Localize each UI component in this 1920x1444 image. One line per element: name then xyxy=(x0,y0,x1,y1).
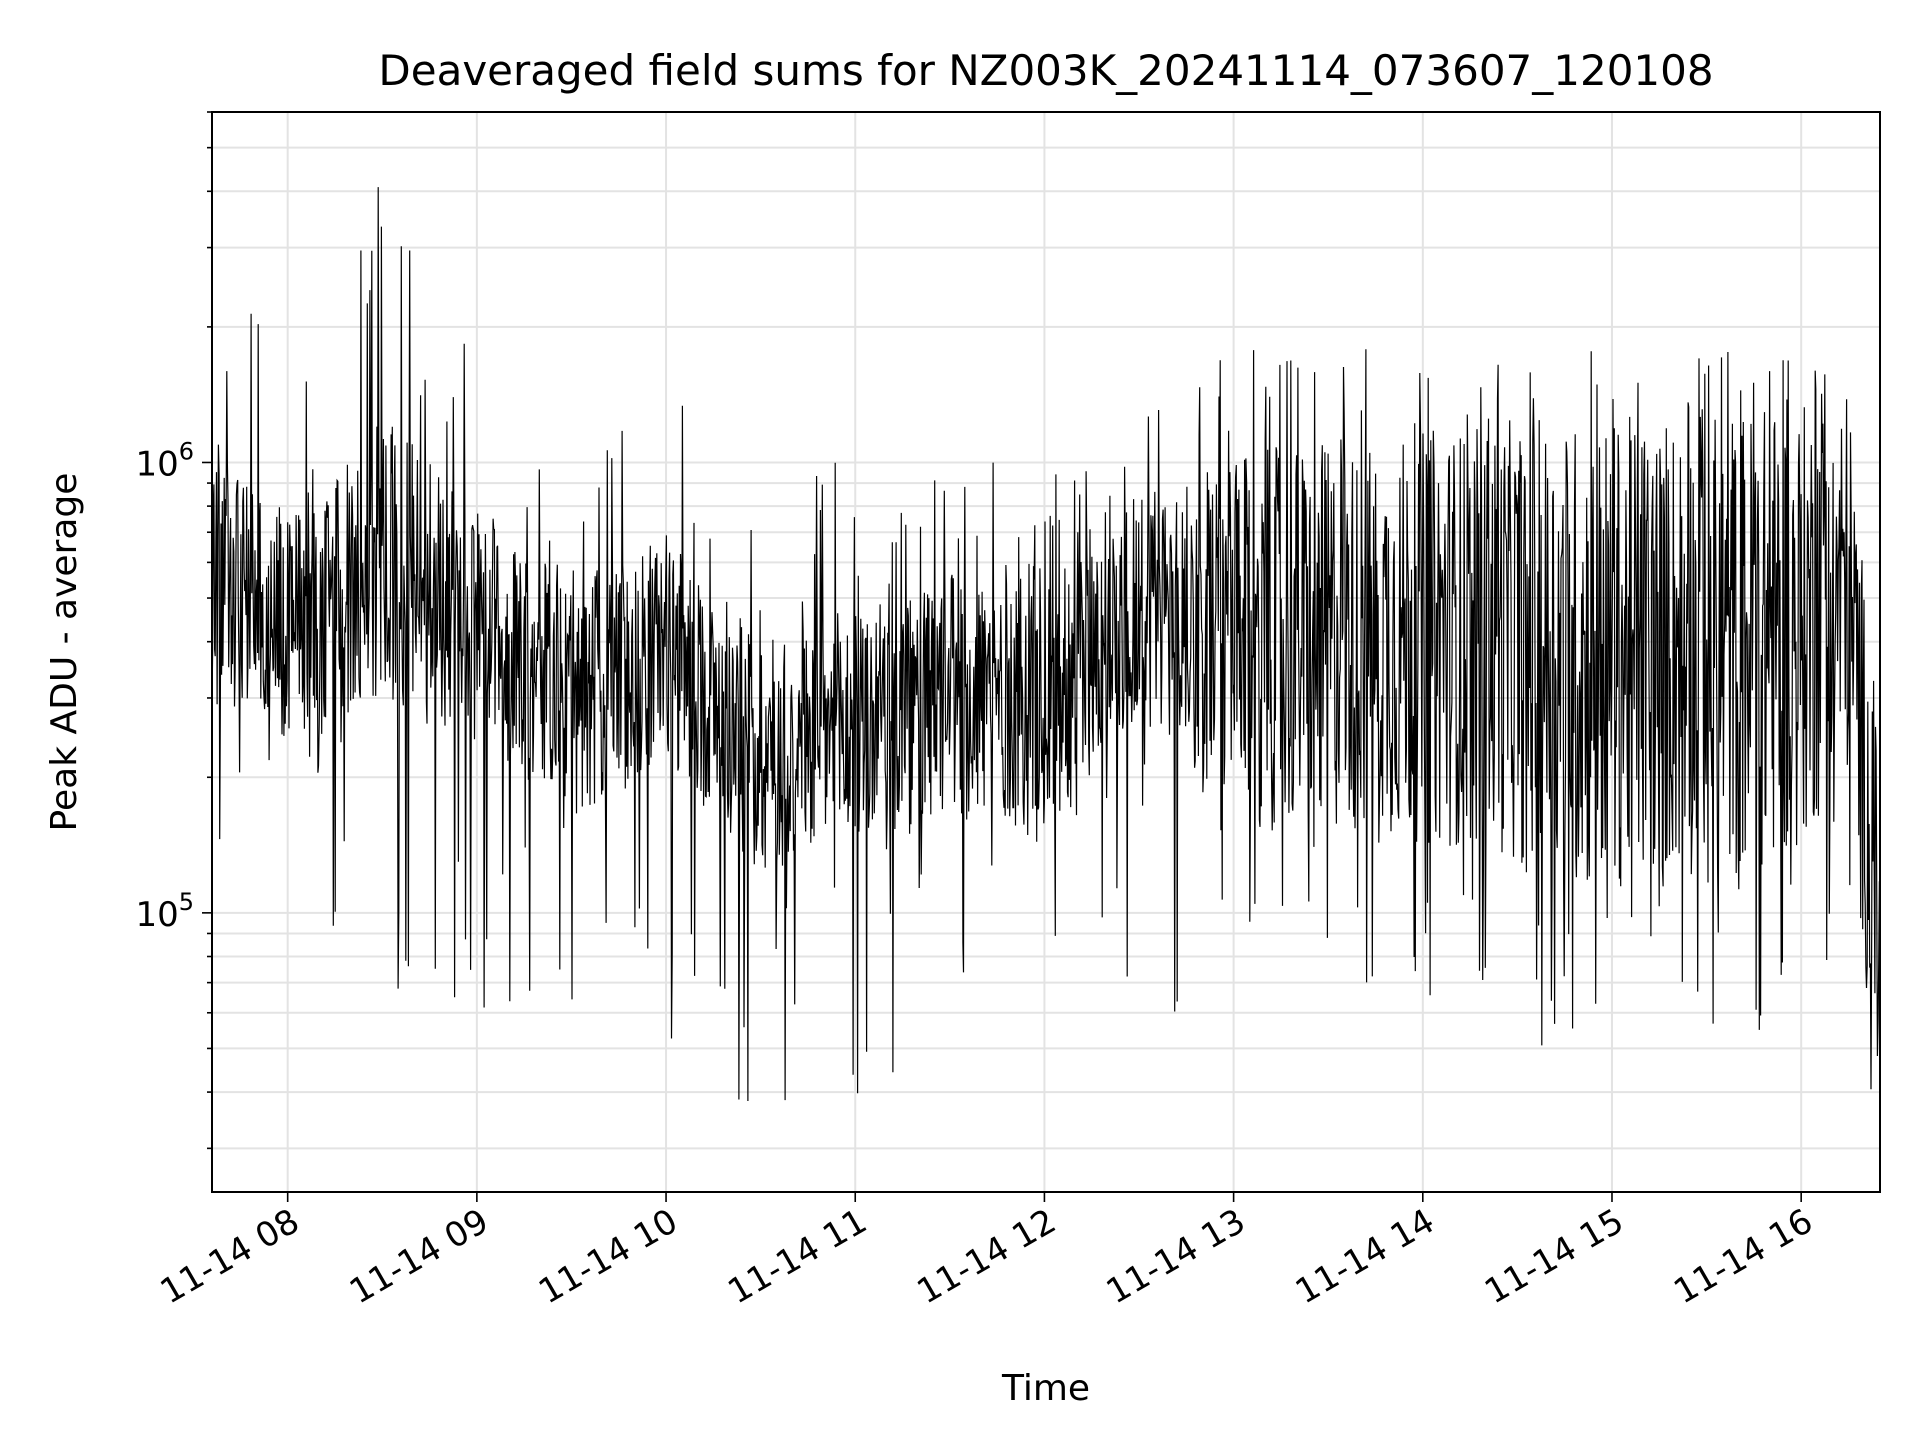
chart-title: Deaveraged field sums for NZ003K_2024111… xyxy=(378,46,1713,95)
y-tick-label: 106 xyxy=(135,437,194,484)
plot-frame xyxy=(211,111,1881,1193)
series-layer xyxy=(211,187,1881,1102)
y-axis-label: Peak ADU - average xyxy=(44,473,85,832)
y-tick-label: 105 xyxy=(135,888,194,935)
x-axis-label: Time xyxy=(1001,1368,1090,1409)
series-line xyxy=(211,187,1881,1102)
